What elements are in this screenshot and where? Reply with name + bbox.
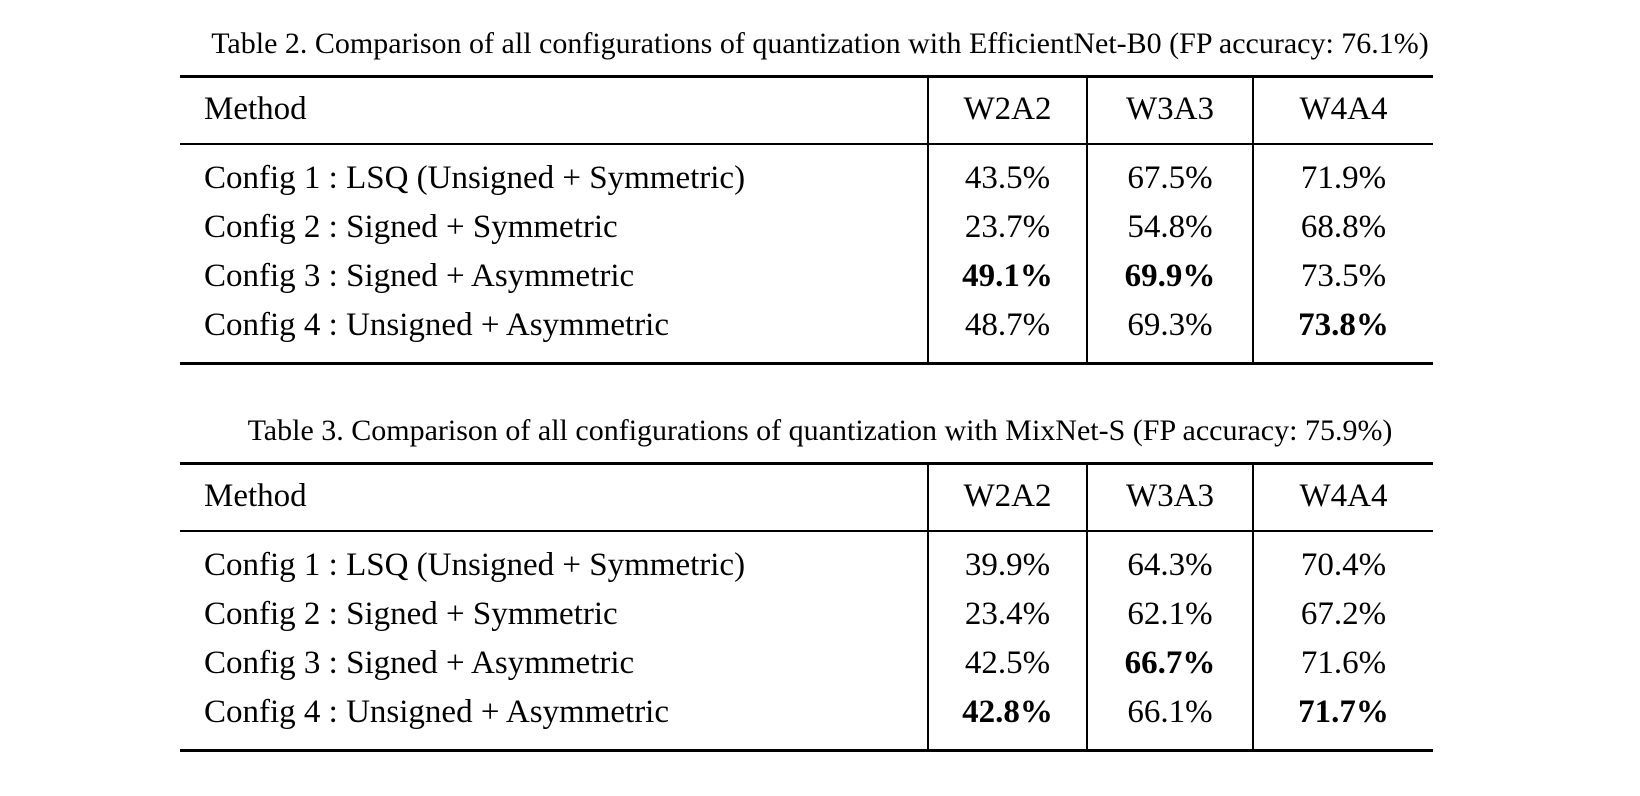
table-row: Config 3 : Signed + Asymmetric 49.1% 69.… [180, 252, 1433, 301]
value-cell-w4a4: 68.8% [1252, 203, 1433, 252]
method-cell: Config 1 : LSQ (Unsigned + Symmetric) [204, 547, 746, 583]
method-cell: Config 3 : Signed + Asymmetric [204, 258, 635, 294]
table-row: Config 2 : Signed + Symmetric 23.4% 62.1… [180, 590, 1433, 639]
value-cell-w2a2: 39.9% [927, 531, 1087, 590]
column-header-w2a2: W2A2 [927, 76, 1087, 145]
table-2-header-row: Method W2A2 W3A3 W4A4 [180, 76, 1433, 145]
value-cell-w3a3: 62.1% [1086, 590, 1253, 639]
value-cell-w3a3: 64.3% [1086, 531, 1253, 590]
column-header-method: Method [180, 463, 928, 532]
column-header-w4a4: W4A4 [1252, 76, 1433, 145]
value-cell-w3a3: 67.5% [1086, 144, 1253, 203]
column-header-w3a3: W3A3 [1086, 463, 1253, 532]
table-3-caption: Table 3. Comparison of all configuration… [247, 414, 1393, 447]
value-cell-w3a3: 69.3% [1086, 301, 1253, 364]
table-3-block: Table 3. Comparison of all configuration… [0, 365, 1640, 752]
value-cell-w2a2: 48.7% [927, 301, 1087, 364]
value-cell-w2a2: 23.7% [927, 203, 1087, 252]
value-cell-w3a3: 69.9% [1086, 252, 1253, 301]
method-cell: Config 4 : Unsigned + Asymmetric [204, 307, 669, 343]
table-3: Method W2A2 W3A3 W4A4 Config 1 : LSQ (Un… [180, 462, 1433, 752]
value-cell-w4a4: 71.6% [1252, 639, 1433, 688]
table-row: Config 4 : Unsigned + Asymmetric 48.7% 6… [180, 301, 1433, 364]
table-row: Config 3 : Signed + Asymmetric 42.5% 66.… [180, 639, 1433, 688]
value-cell-w4a4: 70.4% [1252, 531, 1433, 590]
table-row: Config 2 : Signed + Symmetric 23.7% 54.8… [180, 203, 1433, 252]
table-row: Config 1 : LSQ (Unsigned + Symmetric) 43… [180, 144, 1433, 203]
table-row: Config 1 : LSQ (Unsigned + Symmetric) 39… [180, 531, 1433, 590]
table-2: Method W2A2 W3A3 W4A4 Config 1 : LSQ (Un… [180, 75, 1433, 365]
value-cell-w3a3: 66.1% [1086, 688, 1253, 751]
column-header-method: Method [180, 76, 928, 145]
column-header-w3a3: W3A3 [1086, 76, 1253, 145]
value-cell-w2a2: 42.8% [927, 688, 1087, 751]
value-cell-w2a2: 43.5% [927, 144, 1087, 203]
value-cell-w3a3: 66.7% [1086, 639, 1253, 688]
table-2-block: Table 2. Comparison of all configuration… [0, 0, 1640, 365]
value-cell-w4a4: 67.2% [1252, 590, 1433, 639]
method-cell: Config 1 : LSQ (Unsigned + Symmetric) [204, 160, 746, 196]
table-row: Config 4 : Unsigned + Asymmetric 42.8% 6… [180, 688, 1433, 751]
table-3-header-row: Method W2A2 W3A3 W4A4 [180, 463, 1433, 532]
value-cell-w4a4: 71.9% [1252, 144, 1433, 203]
value-cell-w2a2: 23.4% [927, 590, 1087, 639]
method-cell: Config 3 : Signed + Asymmetric [204, 645, 635, 681]
value-cell-w2a2: 42.5% [927, 639, 1087, 688]
value-cell-w4a4: 71.7% [1252, 688, 1433, 751]
method-cell: Config 2 : Signed + Symmetric [204, 596, 618, 632]
table-2-caption: Table 2. Comparison of all configuration… [211, 27, 1429, 60]
column-header-w2a2: W2A2 [927, 463, 1087, 532]
value-cell-w2a2: 49.1% [927, 252, 1087, 301]
value-cell-w3a3: 54.8% [1086, 203, 1253, 252]
value-cell-w4a4: 73.5% [1252, 252, 1433, 301]
value-cell-w4a4: 73.8% [1252, 301, 1433, 364]
method-cell: Config 2 : Signed + Symmetric [204, 209, 618, 245]
method-cell: Config 4 : Unsigned + Asymmetric [204, 694, 669, 730]
column-header-w4a4: W4A4 [1252, 463, 1433, 532]
